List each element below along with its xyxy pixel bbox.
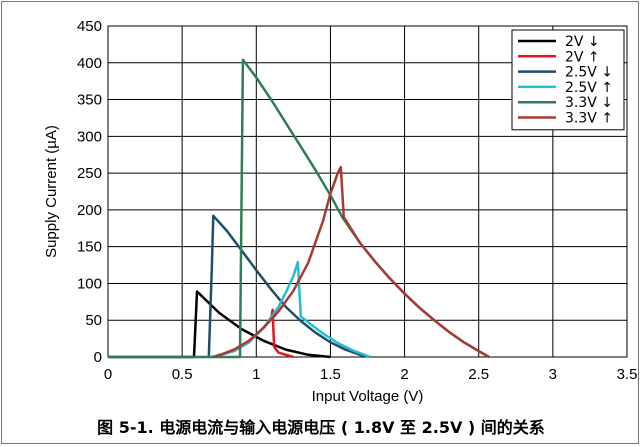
series-line-2 (207, 214, 371, 359)
x-tick-label: 2.5 (468, 366, 489, 383)
axis-ticks: 0 0.5 1 1.5 2 2.5 3 3.5 0 50 100 150 200 250 300 350 400… (77, 18, 637, 383)
y-axis-title: Supply Current (µA) (43, 125, 60, 258)
y-tick-label: 0 (94, 349, 102, 366)
y-tick-label: 50 (85, 312, 102, 329)
x-axis-title: Input Voltage (V) (312, 388, 424, 405)
x-tick-label: 2 (400, 366, 408, 383)
legend-label-1: 2V ↑ (565, 49, 600, 65)
y-tick-label: 300 (77, 128, 102, 145)
series-lines (108, 58, 490, 359)
figure-caption: 图 5-1. 电源电流与输入电源电压 ( 1.8V 至 2.5V ) 间的关系 (97, 418, 545, 437)
series-line-0 (108, 290, 331, 359)
x-tick-label: 1 (252, 366, 260, 383)
legend-box (511, 29, 625, 131)
x-tick-label: 3 (549, 366, 557, 383)
series-line-3 (211, 260, 371, 359)
legend-label-2: 2.5V ↓ (565, 65, 613, 81)
x-tick-label: 3.5 (617, 366, 638, 383)
y-tick-label: 250 (77, 165, 102, 182)
y-tick-label: 450 (77, 18, 102, 35)
y-tick-label: 150 (77, 239, 102, 256)
y-tick-label: 200 (77, 202, 102, 219)
x-tick-label: 0 (104, 366, 112, 383)
legend: 2V ↓2V ↑2.5V ↓2.5V ↑3.3V ↓3.3V ↑ (511, 29, 625, 131)
series-line-5 (214, 165, 490, 359)
y-tick-label: 350 (77, 92, 102, 109)
y-tick-label: 100 (77, 275, 102, 292)
series-line-4 (108, 58, 490, 359)
x-tick-label: 1.5 (320, 366, 341, 383)
legend-label-4: 3.3V ↓ (565, 95, 613, 111)
x-tick-label: 0.5 (172, 366, 193, 383)
legend-label-0: 2V ↓ (565, 34, 600, 50)
y-tick-label: 400 (77, 55, 102, 72)
legend-label-3: 2.5V ↑ (565, 80, 613, 96)
legend-label-5: 3.3V ↑ (565, 111, 613, 127)
